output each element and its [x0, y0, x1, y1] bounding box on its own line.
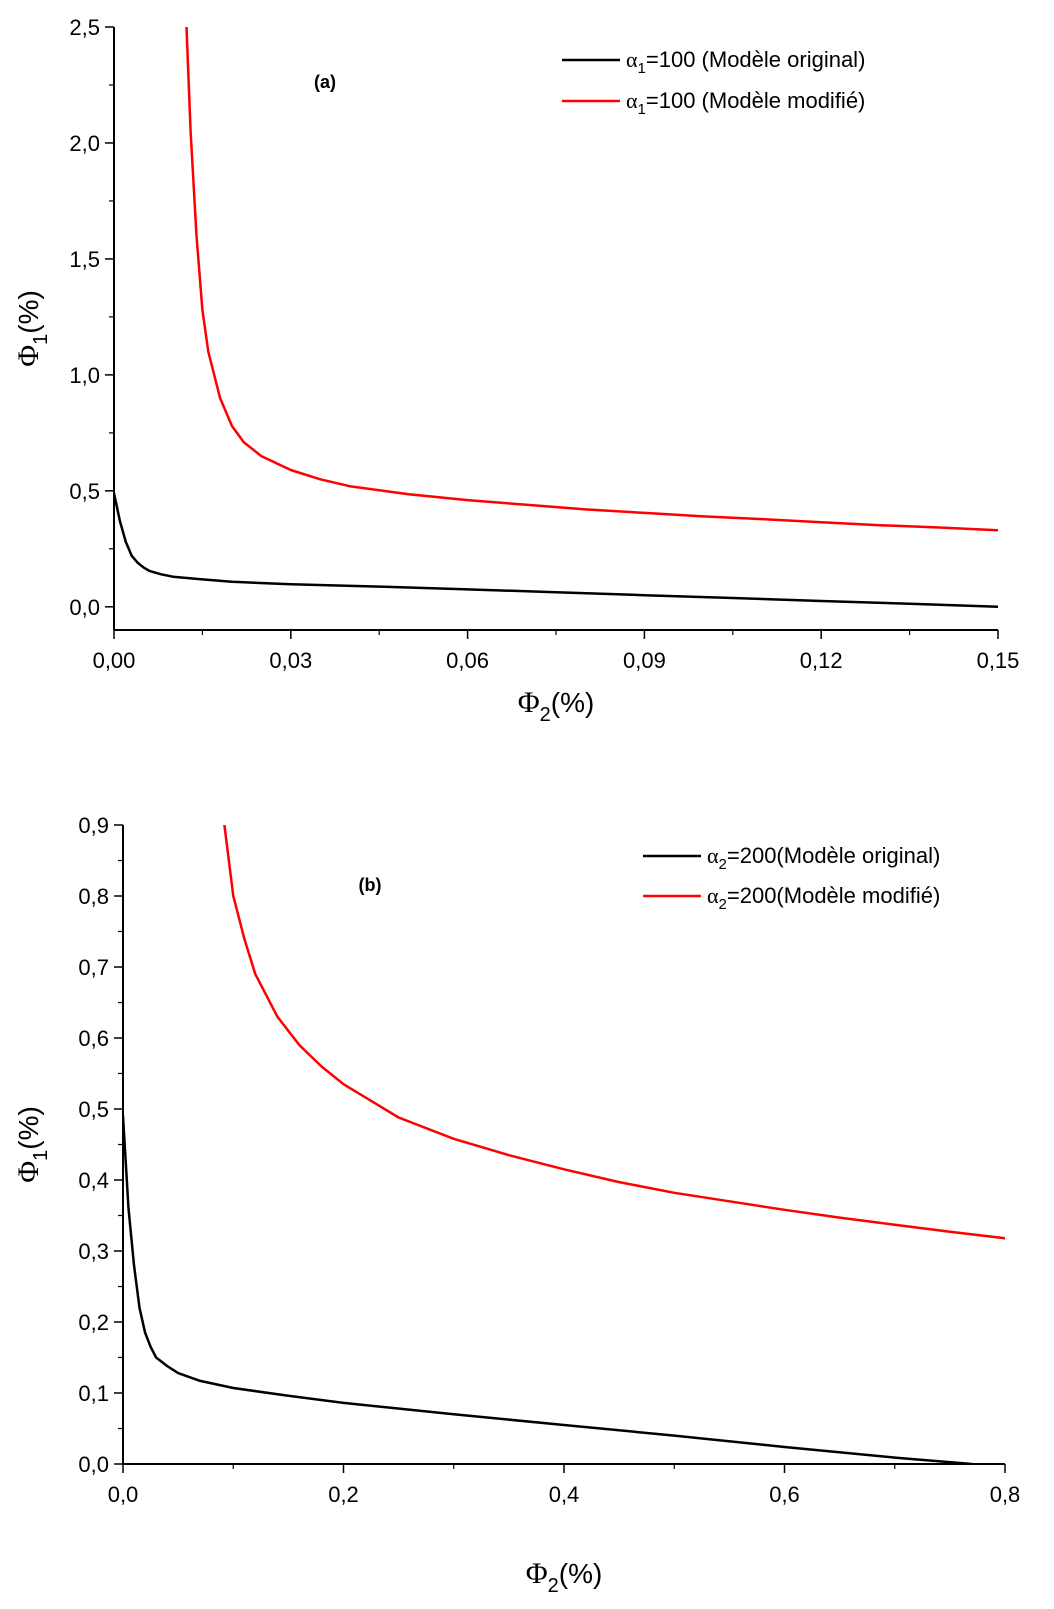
y-tick-label: 2,0 — [69, 131, 100, 156]
x-tick-label: 0,4 — [549, 1482, 580, 1507]
legend-entry: α1=100 (Modèle modifié) — [626, 88, 865, 118]
y-tick-label: 0,8 — [78, 884, 109, 909]
y-tick-label: 0,0 — [78, 1452, 109, 1477]
y-axis-title: Φ1(%) — [12, 1106, 52, 1183]
y-tick-label: 0,4 — [78, 1168, 109, 1193]
x-tick-label: 0,03 — [269, 648, 312, 673]
x-tick-label: 0,2 — [328, 1482, 359, 1507]
y-tick-label: 1,0 — [69, 363, 100, 388]
series-line-modifie — [185, 27, 998, 532]
panel-label: (a) — [314, 72, 336, 92]
x-axis-title: Φ2(%) — [526, 1557, 603, 1597]
y-tick-label: 0,2 — [78, 1310, 109, 1335]
x-tick-label: 0,06 — [446, 648, 489, 673]
y-tick-label: 0,9 — [78, 813, 109, 838]
series-line-original — [114, 491, 998, 609]
chart-panel-b: 0,0 0,2 0,4 0,6 0,8 0,0 0,1 0,2 0,3 0,4 0,5 0,6 0,7 0… — [12, 813, 1020, 1597]
series-line-original — [123, 1114, 974, 1464]
legend-entry: α2=200(Modèle modifié) — [707, 883, 940, 913]
x-tick-label: 0,00 — [93, 648, 136, 673]
y-tick-label: 0,6 — [78, 1026, 109, 1051]
y-tick-label: 2,5 — [69, 15, 100, 40]
y-tick-label: 0,0 — [69, 595, 100, 620]
y-tick-label: 0,3 — [78, 1239, 109, 1264]
series-line-modifie — [223, 825, 1005, 1240]
x-tick-label: 0,6 — [769, 1482, 800, 1507]
y-tick-label: 0,1 — [78, 1381, 109, 1406]
x-tick-label: 0,09 — [623, 648, 666, 673]
x-axis-title: Φ2(%) — [518, 686, 595, 726]
y-tick-label: 0,5 — [69, 479, 100, 504]
y-tick-label: 0,5 — [78, 1097, 109, 1122]
panel-label: (b) — [359, 875, 382, 895]
x-tick-label: 0,15 — [977, 648, 1020, 673]
x-tick-label: 0,12 — [800, 648, 843, 673]
x-tick-label: 0,8 — [990, 1482, 1021, 1507]
y-tick-label: 1,5 — [69, 247, 100, 272]
legend-entry: α1=100 (Modèle original) — [626, 47, 865, 77]
chart-panel-a: 0,00 0,03 0,06 0,09 0,12 0,15 0,0 0,5 1,0 1,5 2,0 2… — [12, 15, 1019, 726]
x-tick-label: 0,0 — [108, 1482, 139, 1507]
legend-entry: α2=200(Modèle original) — [707, 843, 940, 873]
y-tick-label: 0,7 — [78, 955, 109, 980]
y-axis-title: Φ1(%) — [12, 290, 52, 367]
